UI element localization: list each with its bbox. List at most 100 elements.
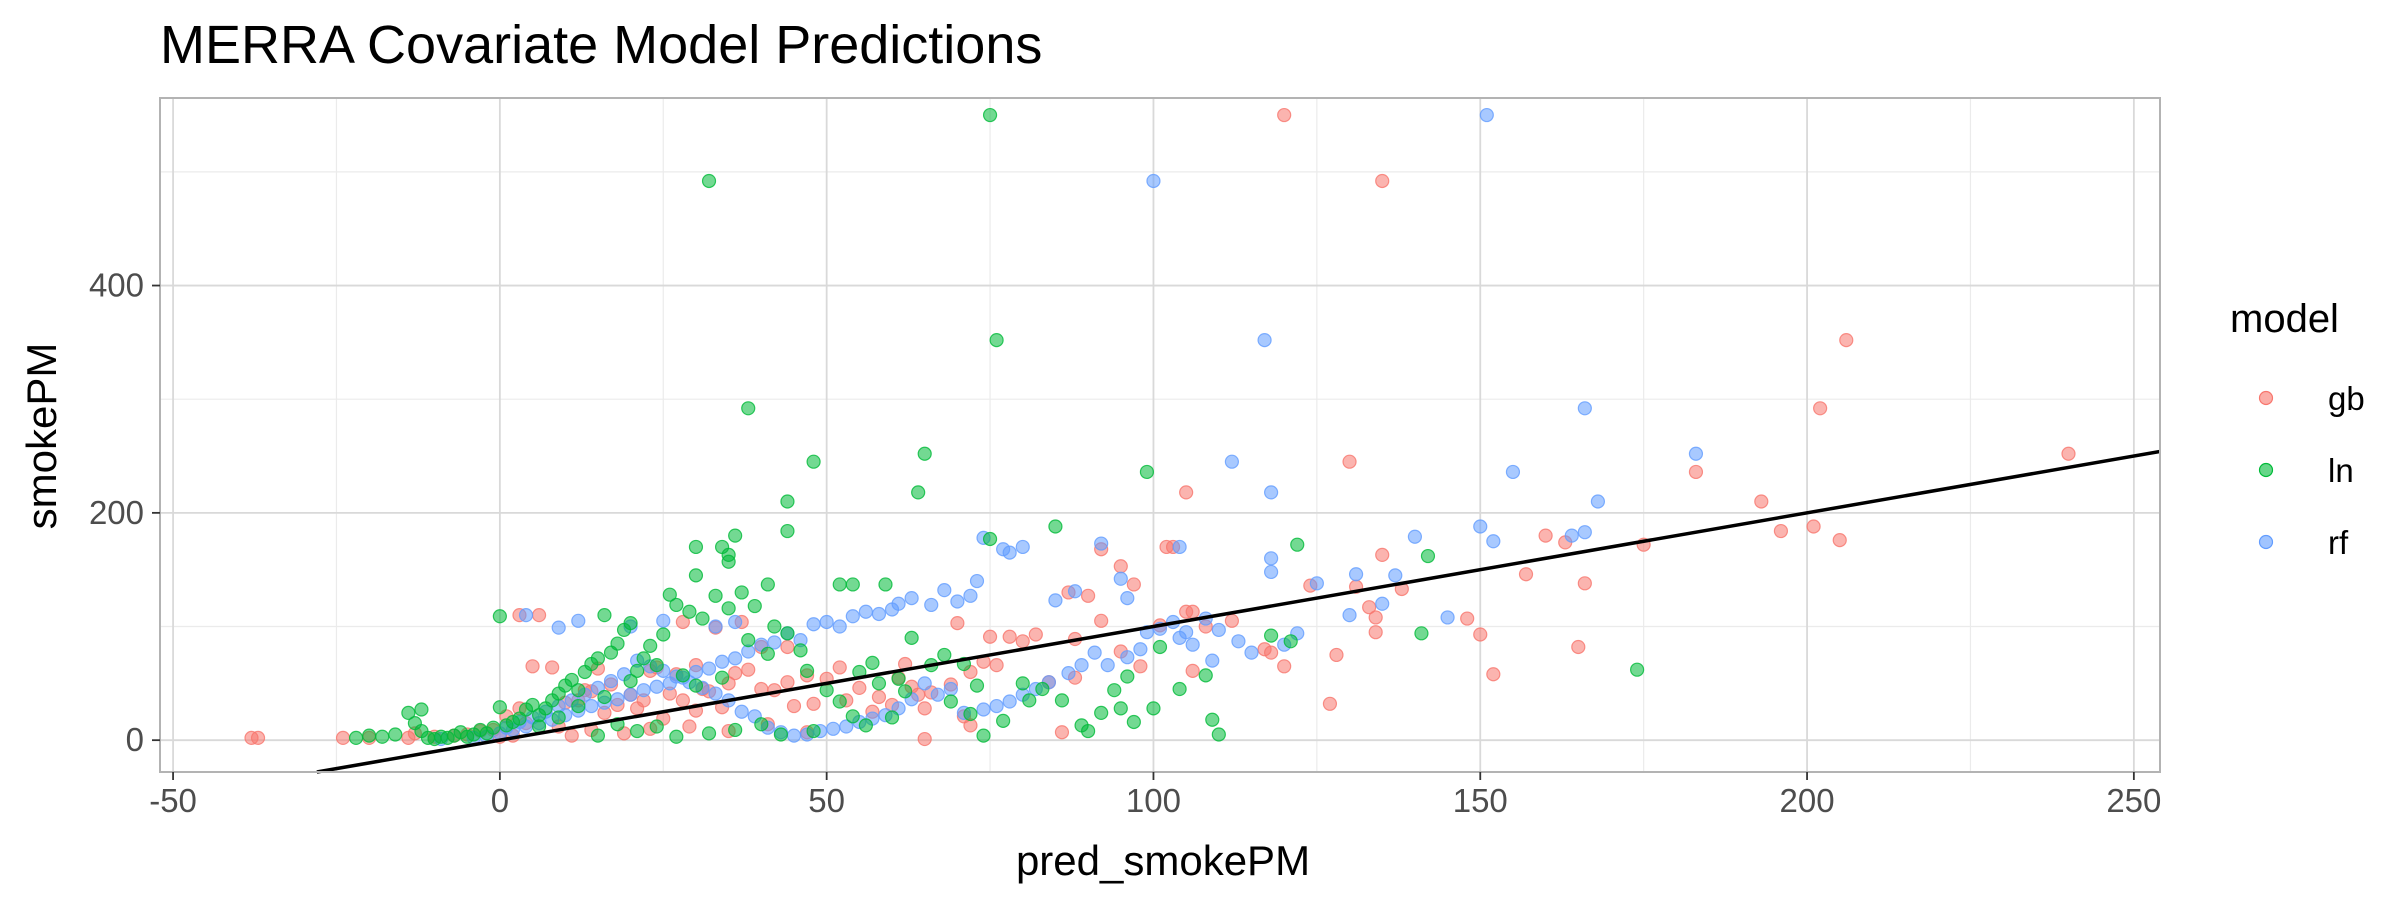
point-gb [982,629,998,644]
point-ln [1264,628,1279,643]
point-gb [1362,600,1377,615]
point-gb [1839,332,1854,348]
point-rf [1061,666,1076,681]
point-ln [662,587,677,602]
point-gb [728,666,743,681]
point-ln [590,728,606,743]
point-gb [1754,494,1769,509]
x-tick-label: -50 [149,782,197,819]
point-gb [1133,659,1148,674]
point-ln [760,577,775,592]
point-ln [597,608,612,623]
point-rf [1179,625,1194,640]
point-rf [963,588,978,603]
point-gb [675,614,690,630]
point-gb [2061,446,2076,461]
point-rf [1348,567,1364,582]
point-rf [1113,571,1128,586]
point-ln [741,401,756,416]
point-gb [917,701,932,716]
point-gb [1571,639,1586,655]
point-ln [806,454,821,469]
point-rf [1120,650,1135,665]
point-gb [806,696,821,711]
legend-title: model [2230,297,2339,341]
point-ln [799,663,815,678]
point-ln [1054,693,1070,708]
point-gb [786,698,802,714]
point-ln [767,619,782,634]
point-gb [780,639,795,655]
point-ln [1120,669,1135,684]
point-rf [1440,610,1455,625]
point-ln [1205,712,1220,727]
point-ln [656,627,671,642]
point-ln [989,332,1004,348]
point-gb [1368,625,1383,640]
legend-label-ln: ln [2328,452,2354,489]
series-ln [348,107,1645,747]
point-rf [1407,529,1423,544]
point-gb [564,728,579,743]
minor-gridlines [160,98,2160,772]
point-rf [884,602,900,617]
point-ln [708,588,723,603]
point-ln [721,601,736,616]
point-ln [1290,537,1305,552]
legend-key-rf [2258,534,2274,550]
point-rf [1185,637,1200,652]
point-gb [1538,528,1553,543]
point-rf [937,583,952,598]
x-tick-label: 50 [808,782,845,819]
point-ln [695,611,710,626]
data-points [244,107,2076,747]
point-ln [649,719,664,734]
point-ln [996,713,1011,728]
point-ln [1015,676,1030,691]
point-rf [1309,576,1324,591]
point-rf [1505,464,1521,480]
point-gb [832,660,847,675]
point-rf [1564,528,1579,543]
point-ln [362,728,377,743]
point-ln [1048,519,1063,534]
point-gb [1813,401,1828,416]
point-ln [571,698,586,714]
point-ln [1198,668,1213,683]
legend-label-gb: gb [2328,380,2365,417]
point-ln [669,729,684,744]
point-ln [669,597,684,613]
point-rf [728,614,743,630]
point-ln [643,638,658,653]
point-gb [1322,696,1338,711]
point-ln [937,647,952,663]
point-ln [721,554,736,569]
point-ln [845,577,860,592]
point-gb [1277,107,1292,123]
point-ln [1139,464,1155,480]
point-rf [1100,658,1115,673]
y-tick-label: 0 [126,721,144,758]
point-rf [636,683,651,698]
point-rf [943,681,958,697]
point-gb [250,730,266,746]
y-axis-ticks: 0 200 400 [89,267,160,758]
point-rf [1205,653,1220,668]
point-ln [904,630,919,645]
point-ln [688,678,704,693]
point-ln [492,700,507,715]
x-tick-label: 0 [491,782,509,819]
point-ln [747,598,762,614]
point-gb [1179,485,1194,500]
point-ln [675,668,690,683]
point-rf [819,614,834,630]
point-gb [1113,559,1128,574]
point-ln [597,689,612,705]
point-ln [793,643,808,658]
point-ln [741,633,756,648]
point-ln [630,663,645,678]
x-tick-label: 250 [2106,782,2161,819]
point-gb [989,658,1004,673]
point-rf [786,728,802,743]
